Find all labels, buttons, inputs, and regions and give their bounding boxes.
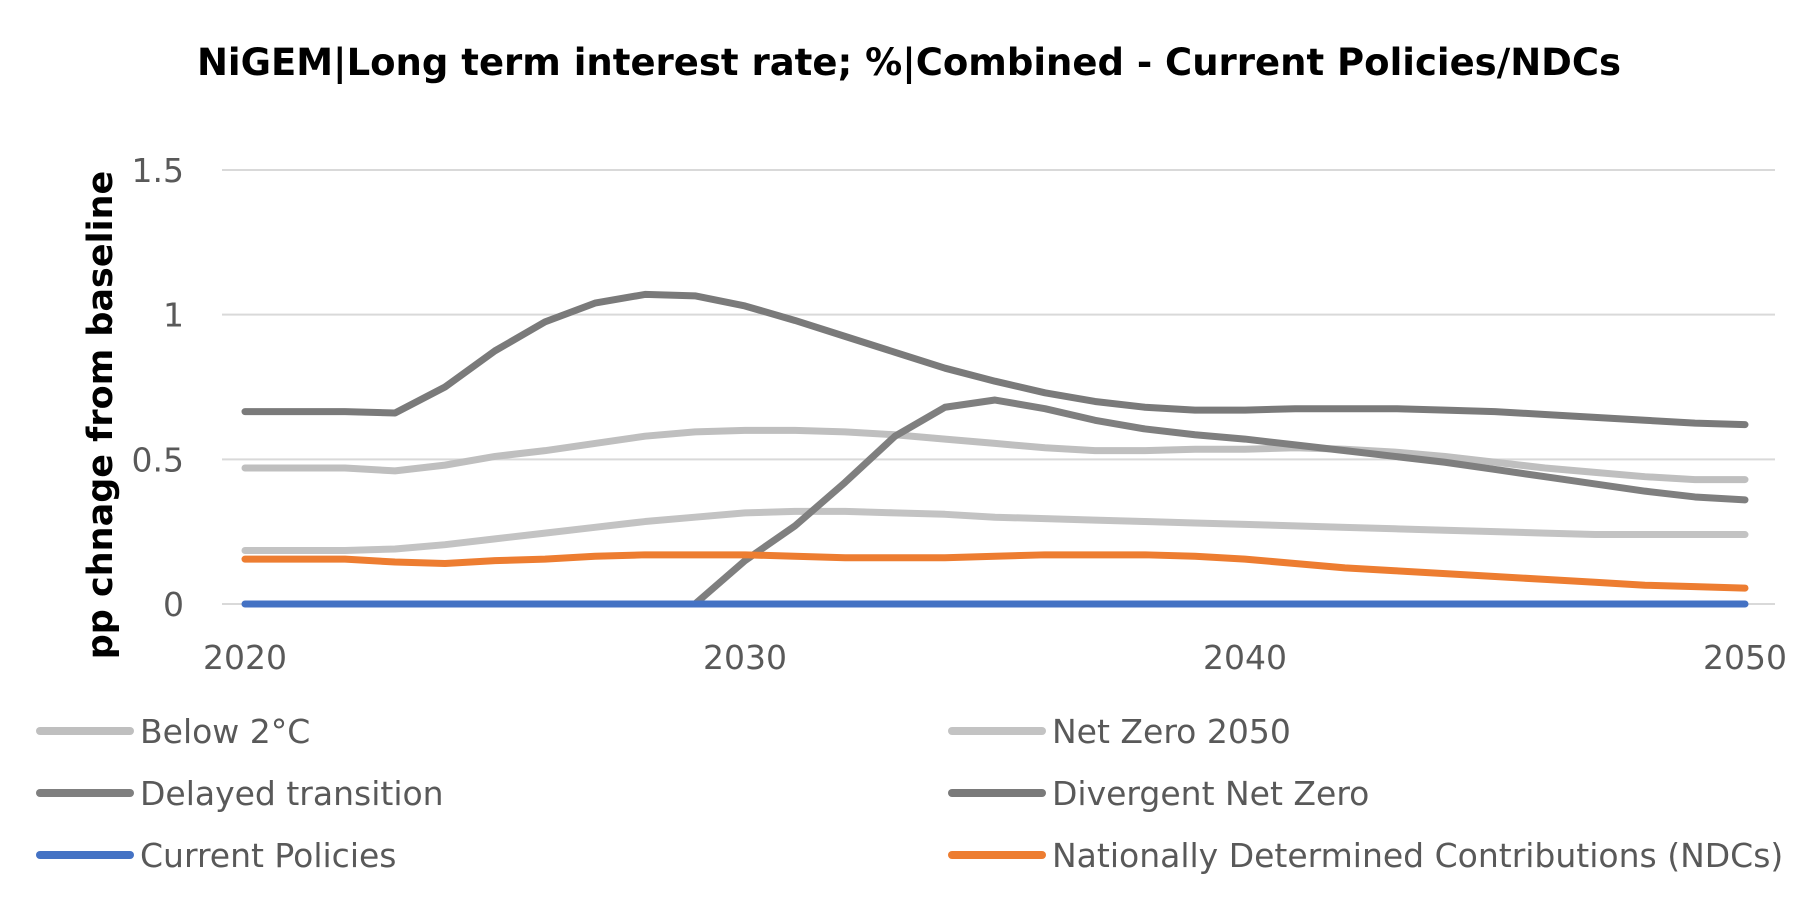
legend-item: Below 2°C [36, 712, 310, 751]
series-line-below-2-c [241, 426, 1749, 484]
legend-label: Delayed transition [140, 774, 444, 813]
x-tick-label: 2040 [1203, 638, 1287, 677]
series-line-net-zero-2050 [241, 507, 1749, 554]
gridlines [222, 169, 1775, 605]
y-tick-label: 0.5 [132, 440, 184, 479]
x-tick-label: 2050 [1703, 638, 1787, 677]
y-tick-label: 1 [163, 296, 184, 335]
y-tick-label: 1.5 [132, 151, 184, 190]
legend-label: Nationally Determined Contributions (NDC… [1052, 836, 1783, 875]
series-line-divergent-net-zero [241, 290, 1749, 429]
series-line-delayed-transition [691, 396, 1749, 608]
x-tick-label: 2020 [203, 638, 287, 677]
y-axis-ticks: 0 0.5 1 1.5 [132, 151, 184, 624]
x-tick-label: 2030 [703, 638, 787, 677]
x-axis-ticks: 2020 2030 2040 2050 [203, 638, 1787, 677]
legend-label: Below 2°C [140, 712, 310, 751]
legend-item: Nationally Determined Contributions (NDC… [948, 836, 1783, 875]
legend-label: Divergent Net Zero [1052, 774, 1369, 813]
legend-item: Delayed transition [36, 774, 444, 813]
legend-label: Net Zero 2050 [1052, 712, 1291, 751]
y-axis-label: pp chnage from baseline [81, 171, 121, 660]
chart-title: NiGEM|Long term interest rate; %|Combine… [197, 41, 1621, 84]
y-tick-label: 0 [163, 585, 184, 624]
legend: Below 2°C Net Zero 2050 Delayed transition… [36, 712, 1783, 875]
legend-item: Current Policies [36, 836, 397, 875]
series-lines [241, 290, 1749, 608]
legend-label: Current Policies [140, 836, 397, 875]
series-line-nationally-determined-contributions-ndcs [241, 551, 1749, 592]
legend-item: Net Zero 2050 [948, 712, 1291, 751]
legend-item: Divergent Net Zero [948, 774, 1369, 813]
